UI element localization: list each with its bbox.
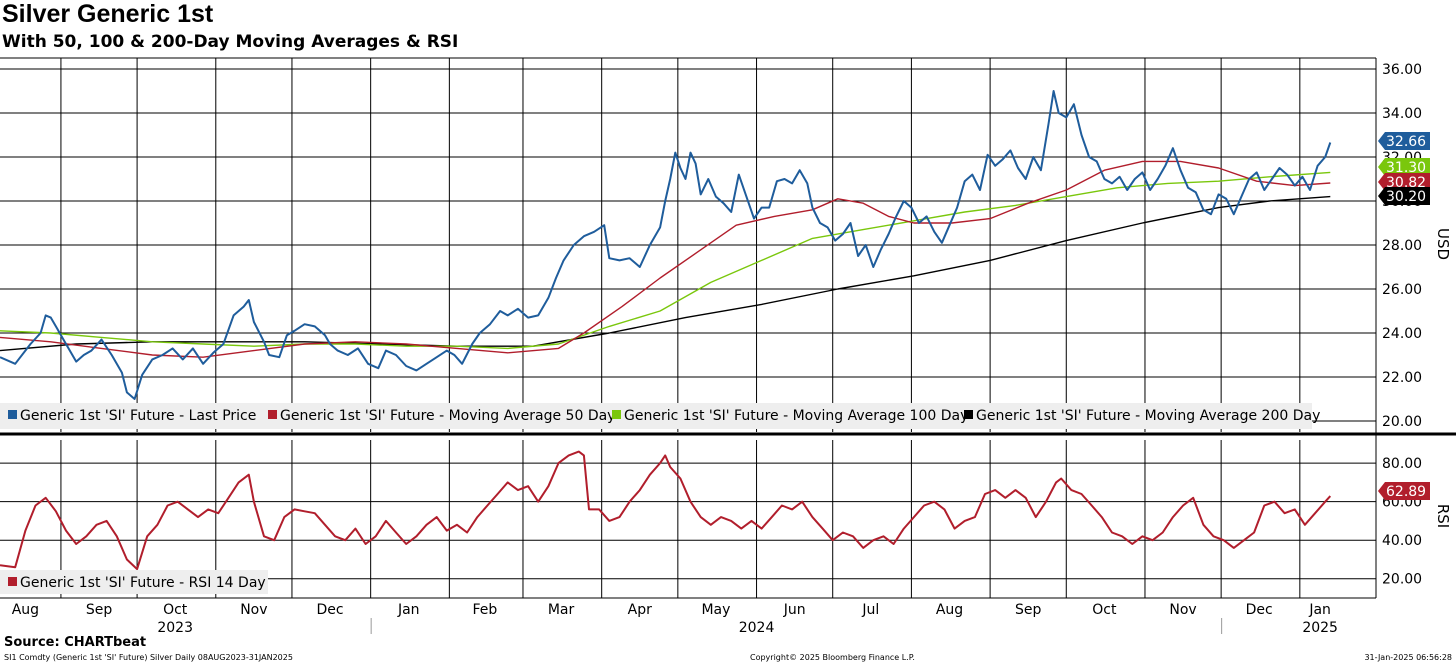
tag-value: 31.30 [1386, 160, 1426, 176]
month-label: Oct [163, 602, 188, 618]
price-tick-label: 22.00 [1382, 370, 1422, 386]
chart-subtitle: With 50, 100 & 200-Day Moving Averages &… [2, 32, 459, 52]
legend-label: Generic 1st 'SI' Future - Moving Average… [280, 408, 615, 424]
tag-background [1378, 158, 1430, 176]
legend-background [0, 570, 268, 594]
rsi-tick-label: 20.00 [1382, 572, 1422, 588]
legend-swatch [8, 577, 17, 586]
axes: 36.0034.0032.0030.0028.0026.0024.0022.00… [12, 62, 1452, 636]
tag-background [1378, 132, 1430, 150]
month-label: Nov [240, 602, 267, 618]
month-label: Apr [628, 602, 652, 618]
year-label: 2023 [157, 620, 193, 636]
grid [0, 57, 1456, 599]
rsi-tick-label: 40.00 [1382, 533, 1422, 549]
legend-background [0, 403, 1312, 429]
month-label: Aug [936, 602, 963, 618]
month-label: Sep [86, 602, 113, 618]
legend: Generic 1st 'SI' Future - Last Price Gene… [0, 403, 1320, 594]
month-label: Jan [1308, 602, 1331, 618]
series-line-ma50 [0, 160, 1331, 358]
chart-title: Silver Generic 1st [2, 0, 214, 28]
footer-right: 31-Jan-2025 06:56:28 [1364, 653, 1452, 662]
price-tick-label: 36.00 [1382, 62, 1422, 78]
series-line-price [0, 90, 1332, 400]
month-label: Dec [316, 602, 343, 618]
tag-background [1378, 187, 1430, 205]
month-label: Feb [473, 602, 498, 618]
tag-background [1378, 482, 1430, 500]
price-tick-label: 24.00 [1382, 326, 1422, 342]
legend-swatch [612, 410, 621, 419]
series-line-ma100 [0, 171, 1331, 350]
month-label: Jul [861, 602, 879, 618]
last-value-tag: 31.30 [1378, 158, 1430, 176]
legend-label: Generic 1st 'SI' Future - Moving Average… [976, 408, 1320, 424]
series-line-ma200 [0, 195, 1331, 352]
last-value-tag: 30.20 [1378, 187, 1430, 205]
footer-center: Copyright© 2025 Bloomberg Finance L.P. [750, 653, 915, 662]
price-tick-label: 20.00 [1382, 414, 1422, 430]
month-label: Mar [548, 602, 575, 618]
month-label: Oct [1092, 602, 1117, 618]
tag-value: 62.89 [1386, 484, 1426, 500]
month-label: Jan [397, 602, 420, 618]
month-label: Jun [783, 602, 806, 618]
legend-label: Generic 1st 'SI' Future - Moving Average… [624, 408, 968, 424]
month-label: Sep [1015, 602, 1042, 618]
legend-label: Generic 1st 'SI' Future - RSI 14 Day [20, 575, 266, 591]
rsi-tick-label: 80.00 [1382, 456, 1422, 472]
year-label: 2025 [1302, 620, 1338, 636]
source-note: Source: CHARTbeat [4, 635, 147, 650]
y-axis-label-rsi: RSI [1434, 504, 1452, 528]
legend-swatch [8, 410, 17, 419]
price-tick-label: 28.00 [1382, 238, 1422, 254]
legend-label: Generic 1st 'SI' Future - Last Price [20, 408, 256, 424]
tag-value: 32.66 [1386, 134, 1426, 150]
month-label: Aug [12, 602, 39, 618]
y-axis-label-usd: USD [1434, 228, 1452, 260]
month-label: May [701, 602, 730, 618]
year-label: 2024 [739, 620, 775, 636]
month-label: Dec [1246, 602, 1273, 618]
last-value-tag: 62.89 [1378, 482, 1430, 500]
legend-swatch [268, 410, 277, 419]
legend-swatch [964, 410, 973, 419]
last-value-tag: 32.66 [1378, 132, 1430, 150]
price-tick-label: 34.00 [1382, 106, 1422, 122]
series-line-rsi [0, 450, 1332, 571]
footer-left: SI1 Comdty (Generic 1st 'SI' Future) Sil… [4, 653, 293, 662]
series-lines [0, 90, 1332, 571]
tag-value: 30.20 [1386, 189, 1426, 205]
price-tick-label: 26.00 [1382, 282, 1422, 298]
month-label: Nov [1169, 602, 1196, 618]
tag-background [1378, 173, 1430, 191]
